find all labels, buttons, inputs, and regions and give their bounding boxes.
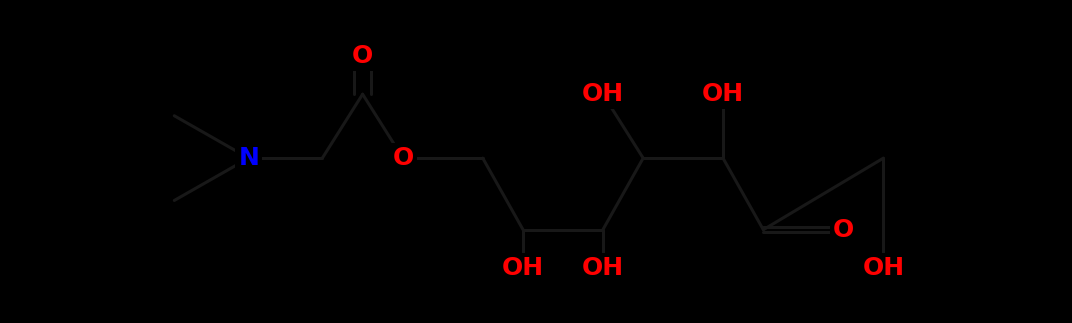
Text: OH: OH — [582, 256, 624, 280]
Text: N: N — [238, 146, 259, 170]
Text: O: O — [392, 146, 414, 170]
Text: OH: OH — [702, 82, 744, 106]
Text: OH: OH — [582, 82, 624, 106]
Text: O: O — [833, 218, 853, 242]
Text: OH: OH — [502, 256, 545, 280]
Text: O: O — [352, 44, 373, 68]
Text: OH: OH — [862, 256, 905, 280]
